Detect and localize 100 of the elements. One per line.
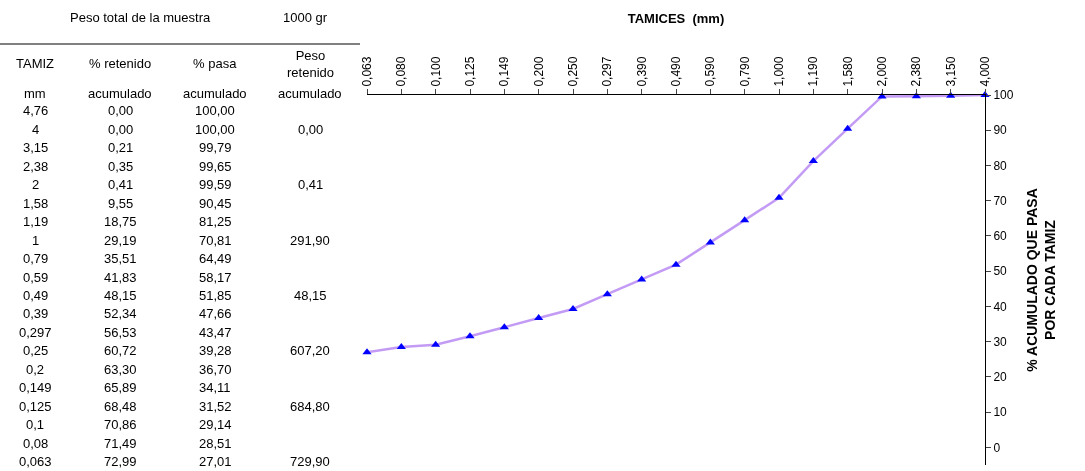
text: 99,59 <box>199 177 232 192</box>
y-tick-label: 20 <box>993 370 1008 385</box>
text: Peso total de la muestra <box>70 10 211 25</box>
y-tick-label: 10 <box>993 405 1008 420</box>
x-tick-label: 0,590 <box>703 56 718 87</box>
text: 0,49 <box>23 288 49 303</box>
text: 0,00 <box>108 122 134 137</box>
x-tick-label: 1,000 <box>771 56 786 87</box>
point <box>362 348 372 355</box>
text: acumulado <box>278 86 342 101</box>
x-tick-label: 0,490 <box>668 56 683 87</box>
text: 18,75 <box>104 214 137 229</box>
text: 4 <box>32 122 40 137</box>
text: 34,11 <box>199 380 231 395</box>
text: 0,59 <box>23 270 49 285</box>
x-tick-label: 2,000 <box>874 56 889 87</box>
y-axis-title: % ACUMULADO QUE PASA POR CADA TAMIZ <box>1024 188 1059 372</box>
x-tick-label: 0,063 <box>359 56 374 87</box>
y-tick-label: 90 <box>993 123 1008 138</box>
x-tick-label: 4,000 <box>977 56 992 87</box>
text: 0,41 <box>108 177 134 192</box>
text: 0,00 <box>108 103 134 118</box>
text: 0,41 <box>298 177 324 192</box>
text: 0,125 <box>19 399 52 414</box>
text: 9,55 <box>108 196 134 211</box>
text: 99,79 <box>199 140 232 155</box>
x-tick-label: 3,150 <box>943 56 958 87</box>
text: 99,65 <box>199 159 232 174</box>
text: 2,38 <box>23 159 49 174</box>
x-tick-label: 0,200 <box>531 56 546 87</box>
point <box>740 216 750 223</box>
text: 48,15 <box>294 288 327 303</box>
text: 0,149 <box>19 380 52 395</box>
x-tick-label: 0,297 <box>600 56 615 87</box>
text: 4,76 <box>23 103 49 118</box>
text: 291,90 <box>290 233 330 248</box>
text: 0,21 <box>108 140 134 155</box>
text: 56,53 <box>104 325 137 340</box>
text: 28,51 <box>199 436 232 451</box>
text: 1000 gr <box>283 10 328 25</box>
text: 51,85 <box>199 288 232 303</box>
text: 0,1 <box>26 417 45 432</box>
text: acumulado <box>88 86 152 101</box>
x-tick-label: 0,790 <box>737 56 752 87</box>
text: 31,52 <box>199 399 232 414</box>
text: 65,89 <box>104 380 137 395</box>
x-tick-label: 0,149 <box>497 56 512 87</box>
point <box>843 124 853 131</box>
text: 70,86 <box>104 417 137 432</box>
point <box>431 340 441 347</box>
text: 72,99 <box>104 454 137 469</box>
text: 2 <box>32 177 40 192</box>
point <box>774 193 784 200</box>
text: 48,15 <box>104 288 137 303</box>
text: 0,35 <box>108 159 134 174</box>
x-tick-label: 1,190 <box>806 56 821 87</box>
point <box>602 290 612 297</box>
text: 39,28 <box>199 343 232 358</box>
text: acumulado <box>183 86 247 101</box>
text: 0,2 <box>26 362 45 377</box>
point <box>671 260 681 267</box>
y-tick-label: 80 <box>993 158 1008 173</box>
text: 36,70 <box>199 362 232 377</box>
text: 100,00 <box>195 103 235 118</box>
text: 0,00 <box>298 122 324 137</box>
text: 729,90 <box>290 454 330 469</box>
text: 0,39 <box>23 306 49 321</box>
chart-title: TAMICES (mm) <box>627 10 725 26</box>
text: 607,20 <box>290 343 330 358</box>
text: 47,66 <box>199 306 232 321</box>
x-tick-label: 0,080 <box>394 56 409 87</box>
x-tick-label: 0,100 <box>428 56 443 87</box>
text: 64,49 <box>199 251 232 266</box>
text: 63,30 <box>104 362 137 377</box>
x-tick-label: 0,250 <box>565 56 580 87</box>
y-tick-label: 0 <box>993 440 1001 455</box>
text: 43,47 <box>199 325 232 340</box>
text: 0,79 <box>23 251 49 266</box>
text: 27,01 <box>199 454 232 469</box>
text: mm <box>24 86 46 101</box>
text: 0,063 <box>19 454 52 469</box>
x-tick-label: 0,125 <box>462 56 477 87</box>
x-tick-label: 2,380 <box>909 56 924 87</box>
text: 81,25 <box>199 214 232 229</box>
text: 90,45 <box>199 196 232 211</box>
text: 3,15 <box>23 140 49 155</box>
text: 68,48 <box>104 399 137 414</box>
text: TAMIZ <box>16 56 55 71</box>
text: 70,81 <box>199 233 232 248</box>
text: 1 <box>32 233 40 248</box>
text: 71,49 <box>104 436 137 451</box>
x-tick-label: 0,390 <box>634 56 649 87</box>
text: 29,14 <box>199 417 232 432</box>
text: 60,72 <box>104 343 137 358</box>
point <box>396 342 406 349</box>
text: 0,25 <box>23 343 49 358</box>
point <box>499 323 509 330</box>
text: 0,297 <box>19 325 52 340</box>
text: 100,00 <box>195 122 235 137</box>
y-tick-label: 60 <box>993 229 1008 244</box>
